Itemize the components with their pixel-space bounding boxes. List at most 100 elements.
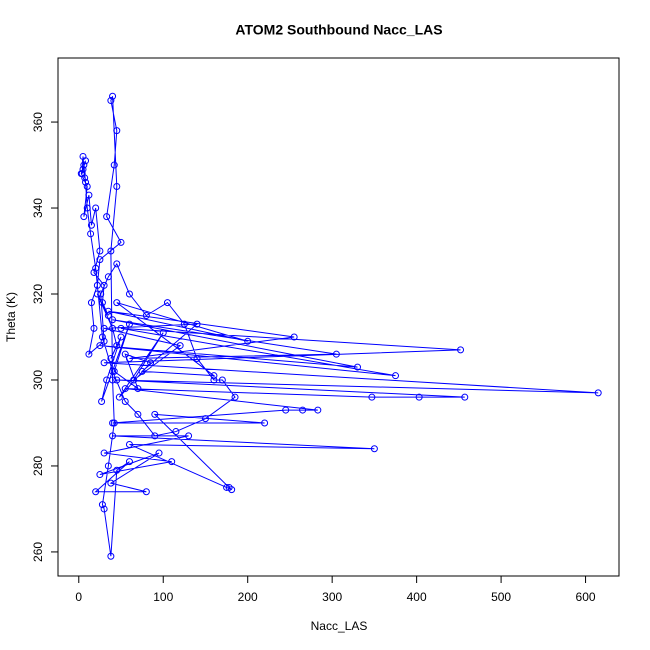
data-point	[461, 393, 469, 401]
data-point	[193, 354, 201, 362]
data-point	[87, 221, 95, 229]
data-point	[299, 406, 307, 414]
data-point	[96, 256, 104, 264]
data-point	[93, 281, 101, 289]
data-point	[104, 307, 112, 315]
data-point	[98, 501, 106, 509]
data-point	[80, 213, 88, 221]
data-point	[138, 367, 146, 375]
data-point	[125, 290, 133, 298]
data-point	[159, 329, 167, 337]
y-tick-label: 260	[31, 542, 45, 562]
data-point	[107, 97, 115, 105]
data-point	[332, 350, 340, 358]
data-point	[244, 337, 252, 345]
data-point	[82, 178, 90, 186]
x-tick-label: 400	[407, 590, 427, 604]
data-point	[147, 359, 155, 367]
data-point	[314, 406, 322, 414]
data-point	[92, 264, 100, 272]
data-point	[218, 376, 226, 384]
data-point	[98, 397, 106, 405]
data-point	[113, 466, 121, 474]
data-point	[85, 191, 93, 199]
data-point	[109, 367, 117, 375]
data-point	[107, 247, 115, 255]
data-point	[113, 342, 121, 350]
data-point	[96, 471, 104, 479]
data-point	[594, 389, 602, 397]
x-tick-label: 300	[322, 590, 342, 604]
data-point	[210, 376, 218, 384]
y-axis-label: Theta (K)	[4, 292, 18, 342]
x-tick-label: 600	[576, 590, 596, 604]
data-point	[97, 290, 105, 298]
data-point	[201, 415, 209, 423]
data-point	[134, 385, 142, 393]
chart-title: ATOM2 Southbound Nacc_LAS	[235, 22, 442, 38]
data-point	[113, 260, 121, 268]
data-point	[110, 419, 118, 427]
data-point	[125, 440, 133, 448]
data-point	[368, 393, 376, 401]
data-point	[85, 350, 93, 358]
x-tick-label: 100	[153, 590, 173, 604]
data-point	[113, 183, 121, 191]
data-point	[117, 333, 125, 341]
data-point	[109, 324, 117, 332]
data-point	[117, 324, 125, 332]
data-point	[79, 152, 87, 160]
data-point	[110, 161, 118, 169]
data-point	[100, 324, 108, 332]
data-point	[90, 324, 98, 332]
y-tick-label: 360	[31, 112, 45, 132]
data-point	[210, 372, 218, 380]
data-point	[121, 385, 129, 393]
data-point	[168, 458, 176, 466]
data-point	[109, 92, 117, 100]
data-point	[130, 376, 138, 384]
data-point	[104, 273, 112, 281]
data-point	[151, 432, 159, 440]
data-point	[104, 311, 112, 319]
plot-frame	[57, 57, 620, 577]
data-point	[142, 488, 150, 496]
data-point	[125, 458, 133, 466]
x-tick-label: 500	[491, 590, 511, 604]
data-point	[121, 350, 129, 358]
data-point	[415, 393, 423, 401]
data-point	[103, 376, 111, 384]
data-point	[261, 419, 269, 427]
data-point	[113, 299, 121, 307]
data-point	[96, 247, 104, 255]
data-point	[193, 320, 201, 328]
data-point	[370, 445, 378, 453]
data-point	[185, 432, 193, 440]
data-point	[176, 342, 184, 350]
y-tick-label: 340	[31, 198, 45, 218]
data-point	[172, 428, 180, 436]
data-point	[107, 552, 115, 560]
data-point	[100, 505, 108, 513]
data-point	[100, 359, 108, 367]
data-point	[231, 393, 239, 401]
y-tick-label: 320	[31, 284, 45, 304]
data-point	[87, 299, 95, 307]
data-point	[100, 281, 108, 289]
data-point	[125, 320, 133, 328]
data-point	[392, 372, 400, 380]
data-point	[107, 354, 115, 362]
data-point	[113, 376, 121, 384]
data-point	[87, 230, 95, 238]
data-point	[155, 449, 163, 457]
data-point	[107, 479, 115, 487]
data-point	[109, 376, 117, 384]
data-point	[223, 483, 231, 491]
data-point	[83, 183, 91, 191]
data-point	[180, 320, 188, 328]
data-point	[98, 299, 106, 307]
data-point	[354, 363, 362, 371]
data-point	[92, 488, 100, 496]
data-point	[79, 165, 87, 173]
